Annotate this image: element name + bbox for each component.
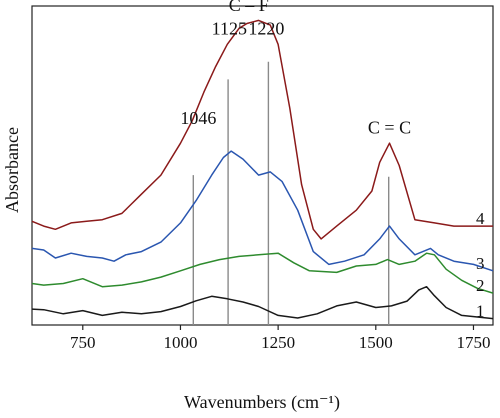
annotation-4: 1046 bbox=[180, 108, 216, 128]
series-line-3 bbox=[31, 150, 494, 272]
annotations: C – F 1125 1220 1046 C = C bbox=[180, 0, 411, 138]
plot-frame bbox=[31, 5, 494, 326]
series-label-4: 4 bbox=[476, 209, 485, 228]
series-label-1: 1 bbox=[476, 302, 485, 321]
x-tick-label-1750: 1750 bbox=[456, 333, 490, 352]
annotation-3: 1220 bbox=[248, 19, 284, 39]
annotation-5: C = C bbox=[368, 118, 411, 138]
x-tick-label-1250: 1250 bbox=[261, 333, 295, 352]
y-axis-title: Absorbance bbox=[2, 127, 22, 213]
annotation-1: C – F bbox=[229, 0, 269, 15]
series-layer bbox=[31, 19, 494, 320]
x-tick-label-750: 750 bbox=[70, 333, 96, 352]
series-labels: 1 2 3 4 bbox=[476, 209, 485, 321]
x-tick-label-1500: 1500 bbox=[359, 333, 393, 352]
x-tick-label-1000: 1000 bbox=[163, 333, 197, 352]
series-label-3: 3 bbox=[476, 254, 485, 273]
reference-lines bbox=[192, 61, 390, 325]
x-axis-title: Wavenumbers (cm⁻¹) bbox=[184, 392, 340, 413]
series-line-1 bbox=[31, 285, 494, 320]
x-axis-ticks: 750 1000 1250 1500 1750 bbox=[70, 325, 490, 352]
series-line-2 bbox=[31, 252, 494, 294]
series-label-2: 2 bbox=[476, 276, 485, 295]
annotation-2: 1125 bbox=[212, 19, 247, 39]
series-line-4 bbox=[31, 19, 493, 240]
